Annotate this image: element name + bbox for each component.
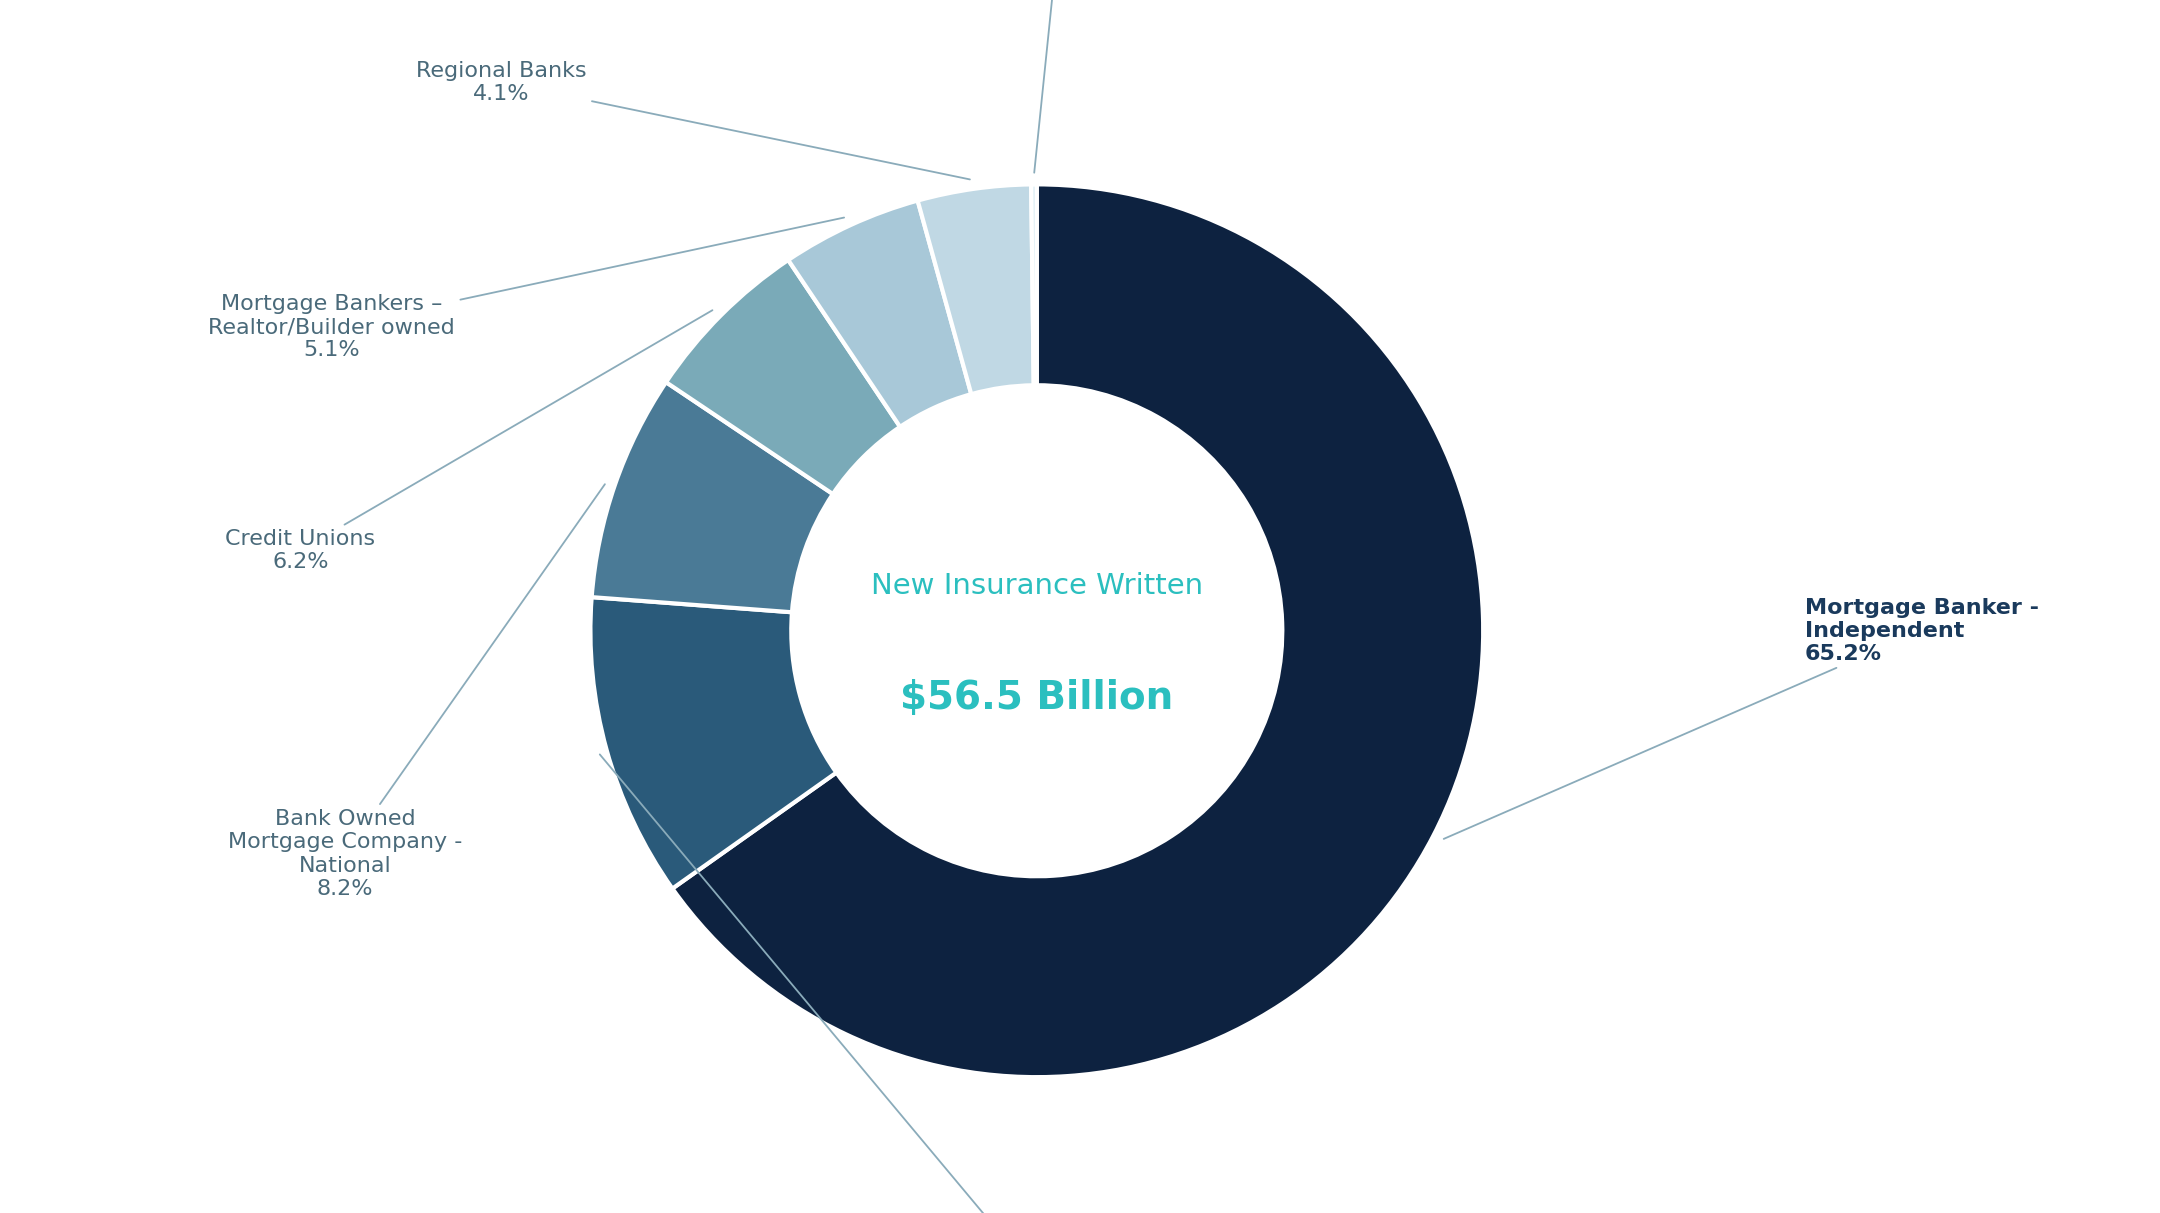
Wedge shape — [592, 382, 834, 613]
Wedge shape — [590, 597, 836, 889]
Wedge shape — [788, 200, 972, 427]
Wedge shape — [665, 260, 901, 494]
Wedge shape — [918, 184, 1035, 394]
Text: Other
0.2%: Other 0.2% — [1028, 0, 1091, 172]
Text: Credit Unions
6.2%: Credit Unions 6.2% — [225, 311, 713, 573]
Text: Regional Banks
4.1%: Regional Banks 4.1% — [417, 61, 970, 180]
Wedge shape — [1030, 184, 1037, 386]
Text: Bank Owned
Mortgage Company -
National
8.2%: Bank Owned Mortgage Company - National 8… — [227, 484, 605, 899]
Text: New Insurance Written: New Insurance Written — [870, 573, 1203, 600]
Text: Mortgage Bankers –
Realtor/Builder owned
5.1%: Mortgage Bankers – Realtor/Builder owned… — [207, 217, 845, 360]
Text: Primary NIW by Type of Mortgage Originator: Primary NIW by Type of Mortgage Originat… — [557, 23, 1603, 64]
Wedge shape — [672, 184, 1484, 1077]
Text: Mortgage Banker -
Independent
65.2%: Mortgage Banker - Independent 65.2% — [1443, 598, 2039, 839]
Text: Community Banks
11.0%: Community Banks 11.0% — [600, 754, 1194, 1213]
Text: $56.5 Billion: $56.5 Billion — [901, 679, 1173, 717]
